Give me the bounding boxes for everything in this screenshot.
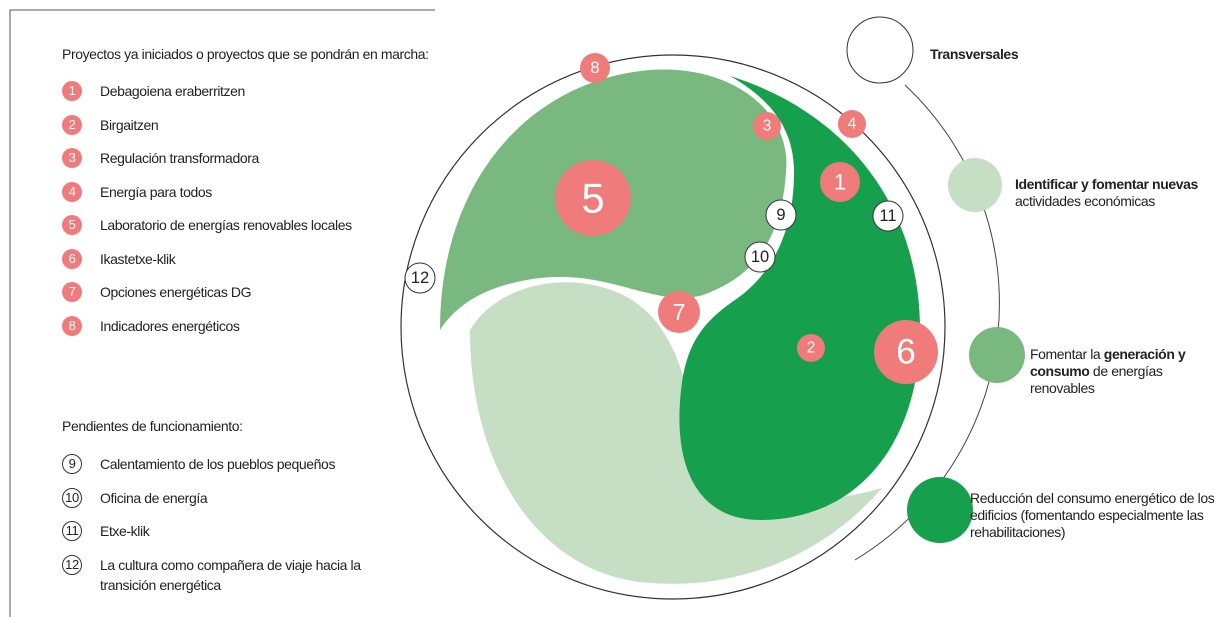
badge-circle [765,199,797,231]
number-badge: 3 [62,148,82,168]
number-badge: 4 [62,181,82,202]
badge-circle [753,112,781,140]
badge-number: 2 [807,340,816,357]
item-label: Indicadores energéticos [100,317,240,334]
item-label: Oficina de energía [100,489,208,506]
badge-circle [744,241,776,273]
list-item: 6 Ikastetxe-klik [62,248,370,271]
badge-number: 12 [411,269,429,287]
item-label: Debagoiena eraberritzen [100,83,245,99]
dark-green-shape [679,76,920,520]
number-badge: 2 [62,114,82,135]
item-label: Regulación transformadora [100,150,259,166]
legend-text-part: Transversales [930,46,1019,62]
number-badge: 12 [62,554,82,575]
list-item: 9 Calentamiento de los pueblos pequeños [62,454,370,476]
legend-swatch [969,327,1025,383]
badge-number: 7 [673,299,686,325]
legend-text: Transversales [930,46,1130,63]
badge-number: 5 [581,175,604,222]
badge-number: 6 [896,333,916,372]
legend-text: Reducción del consumo energético de los … [970,490,1220,541]
legend-text-part: Identificar y fomentar nuevas [1015,176,1198,192]
legend-text-part: generación y consumo [1030,346,1186,379]
list-item: 7 Opciones energéticas DG [62,282,370,304]
number-badge: 11 [62,521,82,541]
legend-text: Identificar y fomentar nuevas actividade… [1015,176,1215,210]
item-label: Birgaitzen [100,116,159,133]
badge-number: 9 [776,206,785,224]
legend-text-part: Reducción del consumo energético de los … [970,490,1215,540]
list-item: 3 Regulación transformadora [62,148,370,170]
legend-swatch [846,16,914,84]
badge-number: 8 [590,59,599,77]
list-item: 10 Oficina de energía [62,487,370,510]
badge-circle [555,160,631,236]
legend-text-part: de energías renovables [1030,363,1163,396]
badge-circle [658,291,700,333]
item-label: La cultura como compañera de viaje hacia… [100,556,361,593]
legend-swatch [907,477,973,543]
item-label: Calentamiento de los pueblos pequeños [100,456,336,472]
badge-circle [820,162,860,202]
badge-circle [580,53,610,83]
legend-text-part: actividades económicas [1015,193,1155,209]
pending-heading: Pendientes de funcionamiento: [62,418,243,434]
item-label: Ikastetxe-klik [100,250,176,267]
number-badge: 6 [62,248,82,269]
list-item: 1 Debagoiena eraberritzen [62,81,370,103]
badge-circle [838,110,866,138]
item-label: Energía para todos [100,183,212,200]
item-label: Laboratorio de energías renovables local… [100,217,352,233]
legend-text-part: Fomentar la [1030,346,1104,362]
list-item: 5 Laboratorio de energías renovables loca… [62,215,370,237]
legend-text: Fomentar la generación y consumo de ener… [1030,346,1225,397]
number-badge: 1 [62,81,82,101]
list-item: 2 Birgaitzen [62,114,370,137]
badge-number: 1 [834,170,846,195]
legend-swatch [948,158,1002,212]
number-badge: 9 [62,454,82,474]
frame-line [9,9,435,617]
list-item: 8 Indicadores energéticos [62,315,370,338]
number-badge: 10 [62,487,82,508]
list-item: 12 La cultura como compañera de viaje hac… [62,554,370,593]
started-heading: Proyectos ya iniciados o proyectos que s… [62,46,429,62]
badge-circle [872,200,904,232]
badges: 8 3 4 5 1 9 11 10 12 7 2 6 [404,53,938,384]
badge-number: 3 [763,118,772,135]
number-badge: 8 [62,315,82,336]
badge-circle [874,320,938,384]
badge-number: 11 [879,207,896,225]
item-label: Opciones energéticas DG [100,284,252,300]
list-item: 4 Energía para todos [62,181,370,204]
badge-circle [404,262,436,294]
number-badge: 7 [62,282,82,302]
badge-circle [797,334,825,362]
badge-number: 4 [848,116,857,133]
list-item: 11 Etxe-klik [62,521,370,543]
badge-number: 10 [751,248,769,266]
item-label: Etxe-klik [100,523,150,539]
number-badge: 5 [62,215,82,235]
